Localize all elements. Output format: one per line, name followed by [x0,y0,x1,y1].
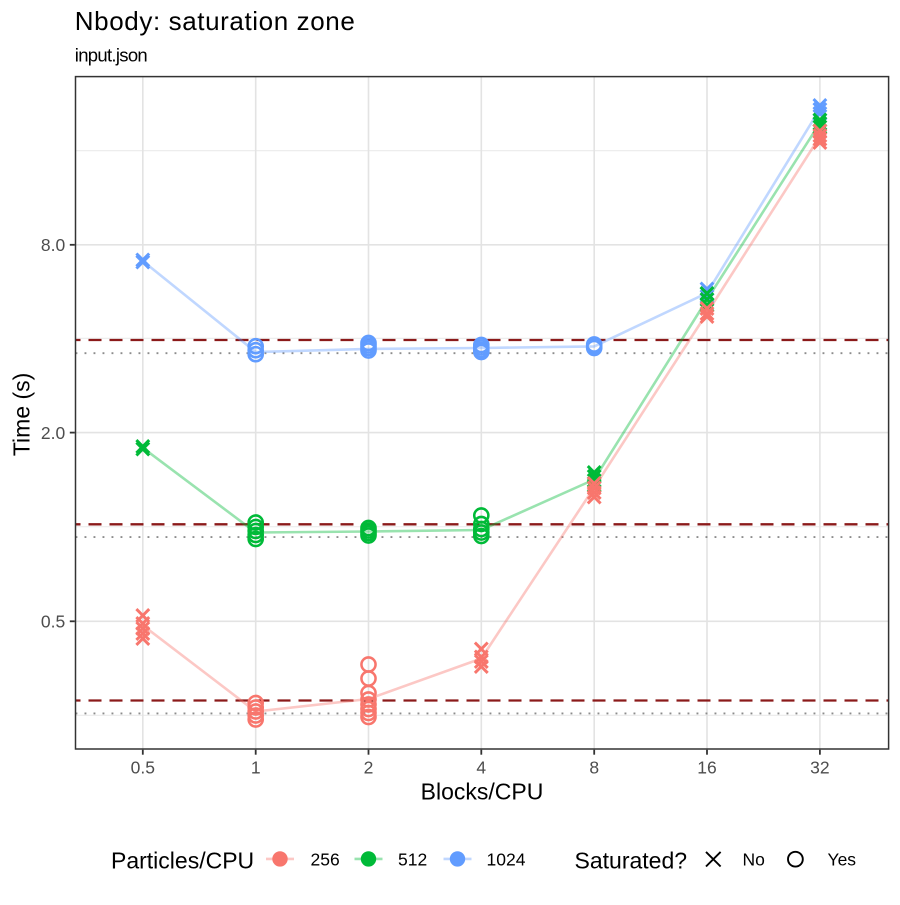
svg-text:2: 2 [364,758,374,778]
svg-text:1: 1 [251,758,261,778]
svg-text:1024: 1024 [487,850,526,870]
svg-text:0.5: 0.5 [41,612,65,632]
svg-text:2.0: 2.0 [41,423,66,443]
svg-text:Nbody: saturation zone: Nbody: saturation zone [75,6,356,36]
svg-text:Particles/CPU: Particles/CPU [111,847,254,873]
svg-text:Saturated?: Saturated? [575,847,688,873]
svg-text:Time (s): Time (s) [9,373,35,456]
svg-text:Yes: Yes [828,850,857,870]
svg-text:4: 4 [476,758,486,778]
svg-text:8.0: 8.0 [41,235,66,255]
svg-text:Blocks/CPU: Blocks/CPU [421,778,544,804]
svg-text:256: 256 [311,850,340,870]
svg-text:No: No [743,850,765,870]
svg-text:0.5: 0.5 [131,758,155,778]
svg-text:16: 16 [697,758,716,778]
svg-text:512: 512 [398,850,427,870]
svg-text:8: 8 [589,758,599,778]
svg-text:32: 32 [810,758,829,778]
svg-text:input.json: input.json [75,44,148,65]
